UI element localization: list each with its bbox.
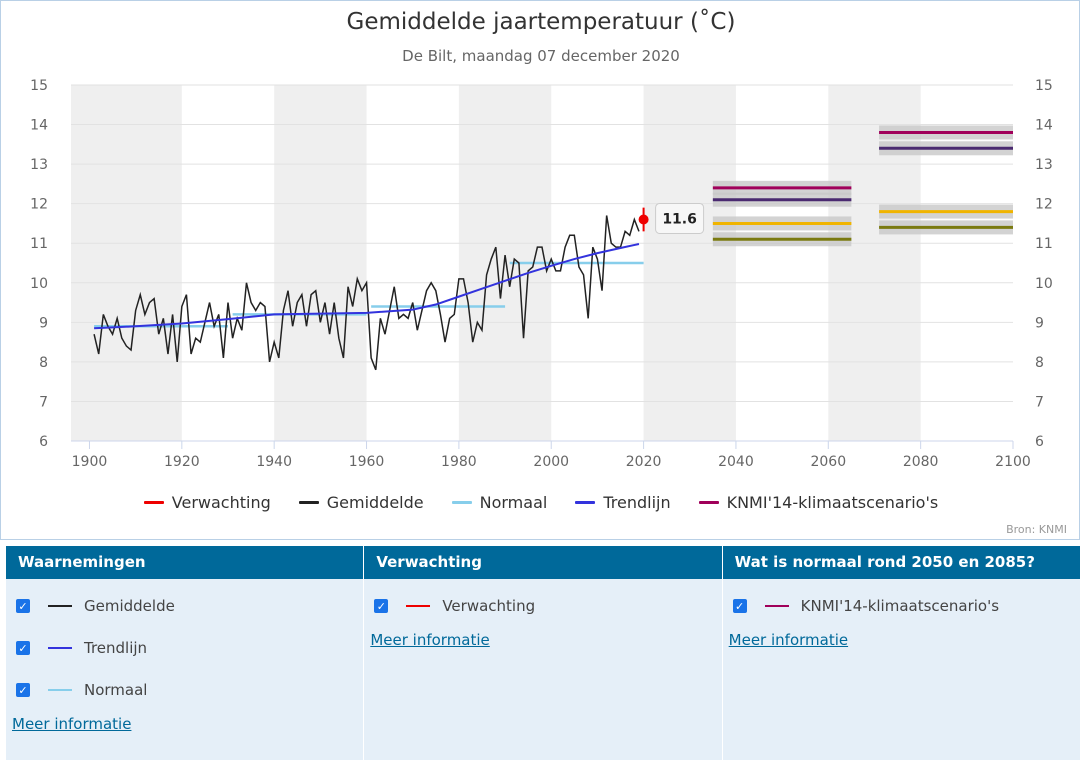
- legend-label: Normaal: [479, 493, 548, 512]
- x-tick-label: 2040: [718, 454, 754, 470]
- forecast-tooltip: [655, 202, 705, 234]
- y-tick-label-right: 7: [1035, 394, 1044, 410]
- toggle-verwachting[interactable]: ✓ Verwachting: [370, 585, 715, 627]
- chart-plot: 6 6 7 7 8 8 9 9 10 10 11 11 12 12 13 13 14 14 15 15 1900 1920…: [30, 78, 1053, 470]
- toggle-label: Gemiddelde: [84, 597, 175, 615]
- panel-header: Verwachting: [364, 546, 722, 579]
- legend-swatch: [698, 501, 719, 504]
- toggle-label: KNMI'14-klimaatscenario's: [800, 597, 1000, 615]
- panel-verwachting: Verwachting ✓ Verwachting Meer informati…: [364, 546, 723, 760]
- x-tick-label: 2100: [995, 454, 1031, 470]
- legend-item-verwachting[interactable]: Verwachting: [143, 493, 271, 512]
- x-tick-label: 1940: [256, 454, 292, 470]
- y-tick-label-left: 7: [39, 394, 48, 410]
- x-tick-label: 1900: [72, 454, 108, 470]
- toggle-klimaatscenarios[interactable]: ✓ KNMI'14-klimaatscenario's: [729, 585, 1074, 627]
- legend-label: Gemiddelde: [326, 493, 424, 512]
- chart-legend: Verwachting Gemiddelde Normaal Trendlijn…: [1, 493, 1080, 512]
- y-tick-label-right: 14: [1035, 118, 1053, 134]
- legend-item-normaal[interactable]: Normaal: [451, 493, 548, 512]
- y-tick-label-left: 12: [30, 197, 48, 213]
- chart-subtitle: De Bilt, maandag 07 december 2020: [402, 47, 680, 65]
- legend-swatch: [298, 501, 319, 504]
- line-sample: [48, 605, 72, 607]
- legend-label: KNMI'14-klimaatscenario's: [726, 493, 939, 512]
- x-tick-label: 2060: [810, 454, 846, 470]
- toggle-normaal[interactable]: ✓ Normaal: [12, 669, 357, 711]
- legend-swatch: [451, 501, 472, 504]
- legend-item-trendlijn[interactable]: Trendlijn: [575, 493, 671, 512]
- y-tick-label-left: 10: [30, 276, 48, 292]
- plot-band: [274, 85, 367, 441]
- y-tick-label-left: 6: [39, 434, 48, 450]
- x-tick-label: 1980: [441, 454, 477, 470]
- y-tick-label-right: 6: [1035, 434, 1044, 450]
- checkbox[interactable]: ✓: [16, 683, 30, 697]
- checkbox[interactable]: ✓: [16, 599, 30, 613]
- y-tick-label-right: 9: [1035, 315, 1044, 331]
- line-sample: [406, 605, 431, 607]
- plot-band: [71, 85, 182, 441]
- legend-label: Trendlijn: [603, 493, 671, 512]
- chart-credits[interactable]: Bron: KNMI: [1006, 523, 1067, 536]
- x-tick-label: 2000: [533, 454, 569, 470]
- y-tick-label-left: 13: [30, 157, 48, 173]
- x-tick-label: 1960: [349, 454, 385, 470]
- panel-header: Wat is normaal rond 2050 en 2085?: [722, 546, 1080, 579]
- y-tick-label-left: 11: [30, 236, 48, 252]
- line-sample: [48, 689, 72, 691]
- toggle-label: Trendlijn: [84, 639, 148, 657]
- y-tick-label-right: 13: [1035, 157, 1053, 173]
- legend-label: Verwachting: [171, 493, 271, 512]
- legend-swatch: [575, 501, 596, 504]
- y-tick-label-right: 12: [1035, 197, 1053, 213]
- y-tick-label-right: 15: [1035, 78, 1053, 94]
- y-tick-label-right: 8: [1035, 355, 1044, 371]
- toggle-trendlijn[interactable]: ✓ Trendlijn: [12, 627, 357, 669]
- plot-band: [643, 85, 736, 441]
- forecast-point: [638, 214, 649, 225]
- chart-container: 6 6 7 7 8 8 9 9 10 10 11 11 12 12 13 13 14 14 15 15 1900 1920…: [0, 0, 1080, 540]
- forecast-label: 11.6: [662, 211, 697, 227]
- line-sample: [48, 647, 72, 649]
- checkbox[interactable]: ✓: [16, 641, 30, 655]
- more-info-link[interactable]: Meer informatie: [728, 631, 849, 649]
- y-tick-label-right: 11: [1035, 236, 1053, 252]
- toggle-label: Normaal: [84, 681, 148, 699]
- more-info-link[interactable]: Meer informatie: [370, 631, 490, 649]
- toggle-gemiddelde[interactable]: ✓ Gemiddelde: [12, 585, 357, 627]
- panel-normaal-toekomst: Wat is normaal rond 2050 en 2085? ✓ KNMI…: [722, 546, 1080, 760]
- chart-title: Gemiddelde jaartemperatuur (˚C): [346, 9, 736, 35]
- panel-header: Waarnemingen: [6, 546, 364, 579]
- more-info-link[interactable]: Meer informatie: [12, 715, 132, 733]
- legend-swatch: [143, 501, 164, 504]
- y-tick-label-left: 8: [39, 355, 48, 371]
- y-tick-label-right: 10: [1035, 276, 1053, 292]
- x-tick-label: 1920: [164, 454, 200, 470]
- y-tick-label-left: 9: [39, 315, 48, 331]
- y-tick-label-left: 14: [30, 118, 48, 134]
- panel-waarnemingen: Waarnemingen ✓ Gemiddelde ✓ Trendlijn ✓ …: [6, 546, 365, 760]
- legend-item-gemiddelde[interactable]: Gemiddelde: [298, 493, 424, 512]
- series-line-trendlijn: [94, 243, 640, 330]
- y-tick-label-left: 15: [30, 78, 48, 94]
- x-tick-label: 2020: [626, 454, 662, 470]
- checkbox[interactable]: ✓: [732, 599, 747, 613]
- x-tick-label: 2080: [903, 454, 939, 470]
- checkbox[interactable]: ✓: [374, 599, 389, 613]
- legend-item-klimaatscenarios[interactable]: KNMI'14-klimaatscenario's: [698, 493, 939, 512]
- info-panels: Waarnemingen ✓ Gemiddelde ✓ Trendlijn ✓ …: [6, 546, 1080, 760]
- toggle-label: Verwachting: [442, 597, 536, 615]
- line-sample: [764, 605, 789, 607]
